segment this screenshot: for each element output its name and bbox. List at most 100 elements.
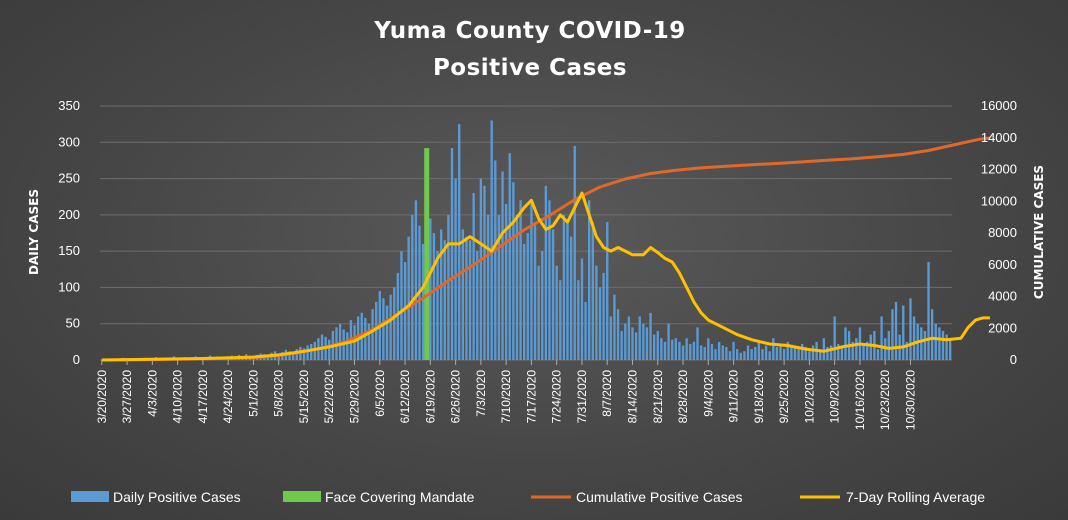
daily-bar — [681, 345, 685, 360]
daily-bar — [757, 341, 761, 360]
daily-bar — [779, 344, 782, 360]
x-tick-label: 9/18/2020 — [752, 370, 766, 424]
x-tick-label: 8/7/2020 — [600, 370, 614, 417]
daily-bar — [667, 323, 670, 360]
daily-bar — [869, 334, 872, 360]
x-tick-label: 10/9/2020 — [828, 370, 842, 424]
daily-bar — [703, 346, 706, 360]
daily-bar — [764, 345, 768, 360]
daily-bar — [530, 203, 533, 360]
daily-bar — [580, 258, 584, 360]
daily-bar — [782, 349, 786, 360]
legend-swatch-daily — [71, 491, 109, 502]
daily-bar — [750, 349, 753, 360]
y2-tick-label: 4000 — [988, 289, 1017, 304]
daily-bar — [504, 203, 508, 360]
daily-bar — [714, 349, 717, 360]
daily-bar — [912, 316, 916, 360]
daily-bar — [364, 317, 367, 360]
x-tick-label: 4/17/2020 — [196, 370, 210, 424]
rolling-average-line — [101, 191, 990, 362]
daily-bar — [645, 327, 649, 360]
daily-bar — [497, 214, 501, 360]
x-tick-label: 10/30/2020 — [904, 370, 918, 430]
x-tick-label: 9/11/2020 — [727, 370, 741, 423]
daily-bar — [450, 148, 454, 360]
legend-label-cumulative: Cumulative Positive Cases — [576, 489, 743, 505]
daily-bar — [642, 323, 645, 360]
daily-bar — [573, 145, 576, 360]
daily-bar — [468, 240, 472, 360]
daily-bar — [710, 344, 714, 360]
daily-bar — [396, 272, 400, 360]
daily-bar — [501, 171, 504, 360]
daily-bar — [728, 351, 732, 360]
daily-bar — [909, 298, 912, 360]
daily-bar — [606, 222, 609, 360]
daily-bar — [389, 294, 392, 360]
y-tick-label: 100 — [58, 279, 80, 294]
daily-bar — [938, 327, 941, 360]
daily-bar — [602, 272, 605, 360]
daily-bar — [671, 339, 674, 360]
x-tick-label: 10/23/2020 — [878, 370, 892, 430]
daily-bar — [656, 330, 659, 360]
daily-bar — [537, 265, 540, 360]
daily-bar — [949, 338, 952, 360]
daily-bar — [865, 341, 869, 360]
daily-bar — [927, 262, 930, 360]
daily-bar — [421, 243, 425, 360]
daily-bar — [523, 243, 526, 360]
daily-bar — [685, 338, 688, 360]
mandate-bar — [424, 148, 430, 360]
daily-bar — [876, 349, 880, 360]
left-axis-ticks: 350 300 250 200 150 100 50 0 — [58, 98, 80, 367]
daily-bar — [551, 229, 555, 360]
daily-bar — [663, 341, 667, 360]
x-tick-label: 5/1/2020 — [246, 370, 260, 417]
x-tick-label: 4/10/2020 — [171, 370, 185, 424]
x-tick-label: 8/21/2020 — [651, 370, 665, 424]
daily-bar — [891, 309, 894, 360]
x-tick-label: 5/29/2020 — [348, 370, 362, 424]
daily-bar — [678, 341, 681, 360]
y2-tick-label: 0 — [1010, 352, 1017, 367]
x-tick-label: 8/14/2020 — [626, 370, 640, 424]
y-tick-label: 350 — [58, 98, 80, 113]
daily-bar — [328, 339, 331, 360]
y2-tick-label: 2000 — [988, 320, 1017, 335]
daily-bar — [443, 240, 446, 360]
daily-bar — [371, 309, 374, 360]
daily-bar — [306, 345, 309, 360]
x-tick-label: 3/20/2020 — [95, 370, 109, 424]
daily-bar — [620, 330, 623, 360]
daily-bar — [732, 341, 735, 360]
daily-bar — [804, 346, 807, 360]
daily-bar — [754, 346, 757, 360]
daily-bar — [562, 214, 566, 360]
x-tick-label: 5/8/2020 — [272, 370, 286, 417]
daily-bar — [533, 222, 537, 360]
x-tick-label: 5/15/2020 — [297, 370, 311, 424]
daily-bar — [941, 330, 945, 360]
daily-bar — [411, 214, 414, 360]
x-tick-label: 4/24/2020 — [221, 370, 235, 424]
daily-bar — [429, 218, 432, 360]
y-tick-label: 0 — [73, 352, 80, 367]
daily-bar — [649, 312, 652, 360]
x-tick-label: 10/16/2020 — [853, 370, 867, 430]
daily-bar — [512, 182, 515, 360]
daily-bar — [454, 178, 457, 360]
legend: Daily Positive Cases Face Covering Manda… — [71, 489, 985, 505]
daily-bar — [494, 160, 497, 360]
x-tick-label: 7/3/2020 — [474, 370, 488, 417]
daily-bar — [819, 349, 822, 360]
y-axis-title: DAILY CASES — [27, 189, 41, 275]
daily-bar — [768, 351, 771, 360]
daily-bar — [634, 332, 638, 360]
daily-bar — [894, 301, 898, 360]
daily-bar — [338, 323, 342, 360]
x-tick-label: 9/4/2020 — [701, 370, 715, 417]
daily-bar — [808, 351, 811, 360]
daily-bar — [393, 287, 396, 360]
